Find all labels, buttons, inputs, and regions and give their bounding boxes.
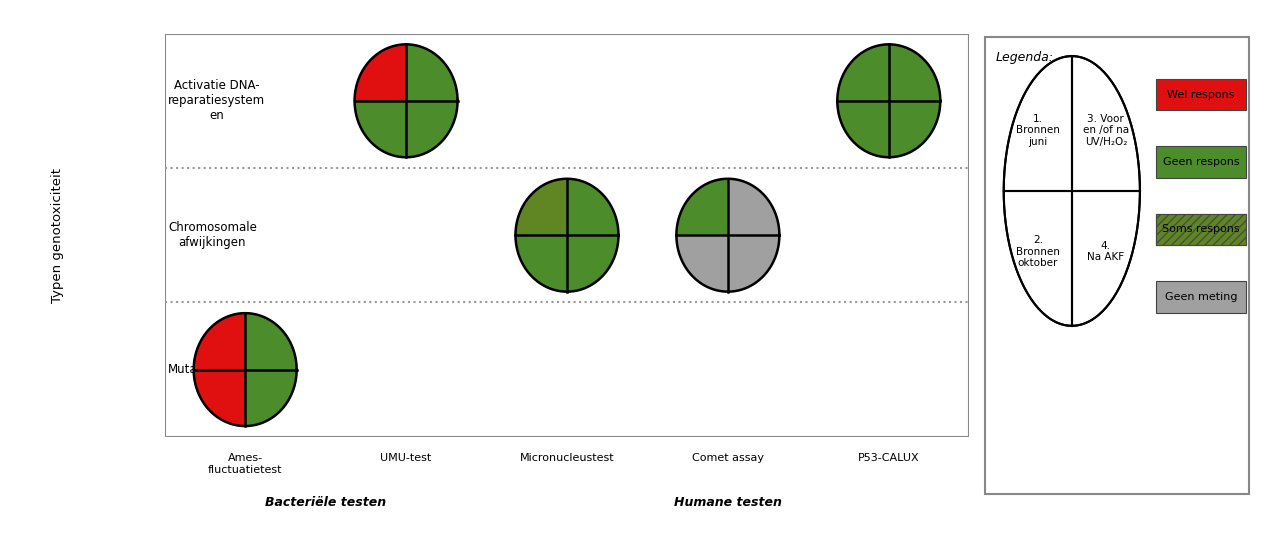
Text: 1.
Bronnen
juni: 1. Bronnen juni [1016,114,1059,147]
Bar [1157,146,1247,178]
Polygon shape [355,44,405,101]
Polygon shape [194,370,246,426]
Text: Bacteriële testen: Bacteriële testen [265,496,386,509]
Text: Comet assay: Comet assay [692,453,764,463]
Text: Legenda:: Legenda: [996,52,1054,64]
Text: Typen genotoxiciteit: Typen genotoxiciteit [51,167,63,303]
Text: Humane testen: Humane testen [674,496,782,509]
Polygon shape [727,179,779,235]
FancyBboxPatch shape [984,37,1249,494]
Polygon shape [355,101,405,157]
Polygon shape [837,101,889,157]
Polygon shape [245,370,296,426]
Text: UMU-test: UMU-test [380,453,432,463]
Text: Micronucleustest: Micronucleustest [519,453,614,463]
Text: Chromosomale
afwijkingen: Chromosomale afwijkingen [169,221,257,249]
Text: Geen respons: Geen respons [1163,157,1239,167]
Polygon shape [677,179,727,235]
Polygon shape [566,179,618,235]
Polygon shape [889,101,940,157]
Text: 3. Voor
en /of na
UV/H₂O₂: 3. Voor en /of na UV/H₂O₂ [1083,114,1129,147]
Polygon shape [516,235,566,292]
Polygon shape [566,235,618,292]
Bar [1157,214,1247,245]
Polygon shape [677,235,727,292]
Text: Activatie DNA-
reparatiesystem
en: Activatie DNA- reparatiesystem en [169,80,265,122]
Polygon shape [405,101,457,157]
Polygon shape [405,44,457,101]
Text: Wel respons: Wel respons [1167,90,1235,100]
Text: 2.
Bronnen
oktober: 2. Bronnen oktober [1016,235,1059,268]
Bar [1157,281,1247,312]
Ellipse shape [1003,56,1140,326]
Bar [1157,214,1247,245]
Polygon shape [516,179,566,235]
Bar [1157,79,1247,110]
Text: Soms respons: Soms respons [1162,225,1240,235]
Text: P53-CALUX: P53-CALUX [858,453,920,463]
Text: Geen meting: Geen meting [1164,292,1238,302]
FancyBboxPatch shape [165,34,969,437]
Text: Ames-
fluctuatietest: Ames- fluctuatietest [208,453,283,474]
Text: Mutaties: Mutaties [169,363,219,376]
Polygon shape [194,313,246,370]
Polygon shape [889,44,940,101]
Polygon shape [516,179,566,235]
Polygon shape [727,235,779,292]
Text: 4.
Na AKF: 4. Na AKF [1087,241,1124,263]
Polygon shape [837,44,889,101]
Polygon shape [246,313,296,370]
